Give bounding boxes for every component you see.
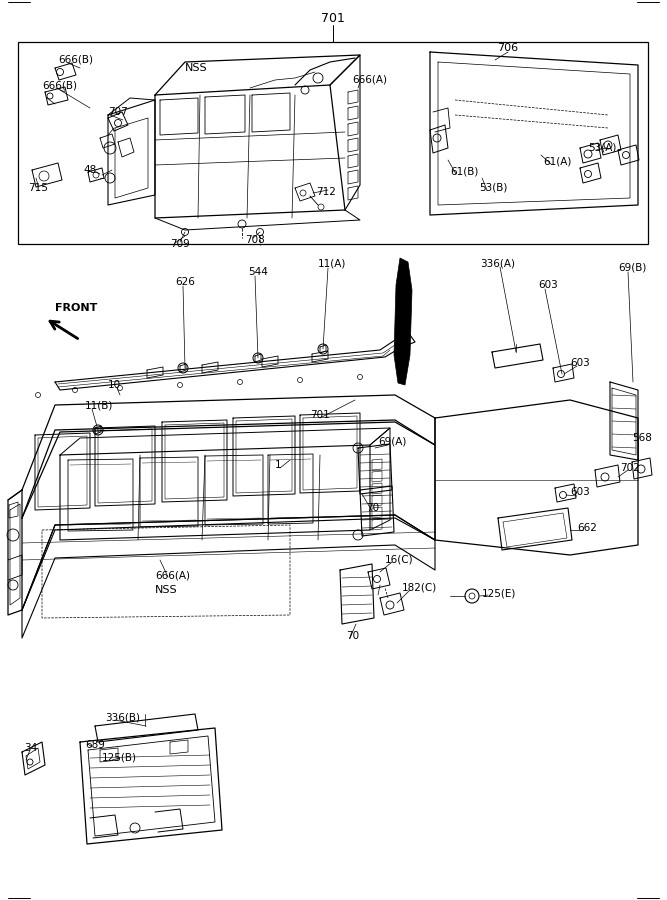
Text: 125(B): 125(B) [102, 753, 137, 763]
Text: 70: 70 [346, 631, 359, 641]
Text: 53(A): 53(A) [588, 143, 616, 153]
Text: 603: 603 [570, 487, 590, 497]
Text: 69(B): 69(B) [618, 263, 646, 273]
Text: 708: 708 [245, 235, 265, 245]
Text: 712: 712 [316, 187, 336, 197]
Text: 603: 603 [570, 358, 590, 368]
Text: 125(E): 125(E) [482, 588, 516, 598]
Text: 70: 70 [366, 503, 379, 513]
Text: 603: 603 [538, 280, 558, 290]
Text: 336(B): 336(B) [105, 713, 140, 723]
Text: NSS: NSS [155, 585, 177, 595]
Text: 11(B): 11(B) [85, 400, 113, 410]
Text: 53(B): 53(B) [479, 182, 508, 192]
Text: 61(B): 61(B) [450, 167, 478, 177]
Text: 701: 701 [321, 12, 345, 24]
Text: 715: 715 [28, 183, 48, 193]
Text: NSS: NSS [185, 63, 207, 73]
Bar [18, 42, 648, 244]
Text: 709: 709 [170, 239, 189, 249]
Text: 701: 701 [310, 410, 329, 420]
Text: 69(A): 69(A) [378, 437, 406, 447]
Text: 10: 10 [108, 380, 121, 390]
Text: FRONT: FRONT [55, 303, 97, 313]
Text: 1: 1 [275, 460, 281, 470]
Text: 61(A): 61(A) [543, 157, 572, 167]
Text: 666(B): 666(B) [42, 80, 77, 90]
Text: 666(A): 666(A) [155, 570, 190, 580]
Text: 707: 707 [108, 107, 128, 117]
Text: 182(C): 182(C) [402, 583, 438, 593]
Text: 702: 702 [620, 463, 640, 473]
Text: 662: 662 [577, 523, 597, 533]
Text: 544: 544 [248, 267, 268, 277]
Text: 626: 626 [175, 277, 195, 287]
Text: 666(A): 666(A) [352, 75, 387, 85]
Text: 568: 568 [632, 433, 652, 443]
Text: 336(A): 336(A) [480, 258, 515, 268]
Text: 666(B): 666(B) [58, 55, 93, 65]
Text: 48: 48 [83, 165, 96, 175]
Text: 34: 34 [24, 743, 37, 753]
Text: 11(A): 11(A) [318, 259, 346, 269]
Polygon shape [394, 258, 412, 385]
Text: 689: 689 [85, 740, 105, 750]
Text: 16(C): 16(C) [385, 555, 414, 565]
Text: 706: 706 [497, 43, 518, 53]
